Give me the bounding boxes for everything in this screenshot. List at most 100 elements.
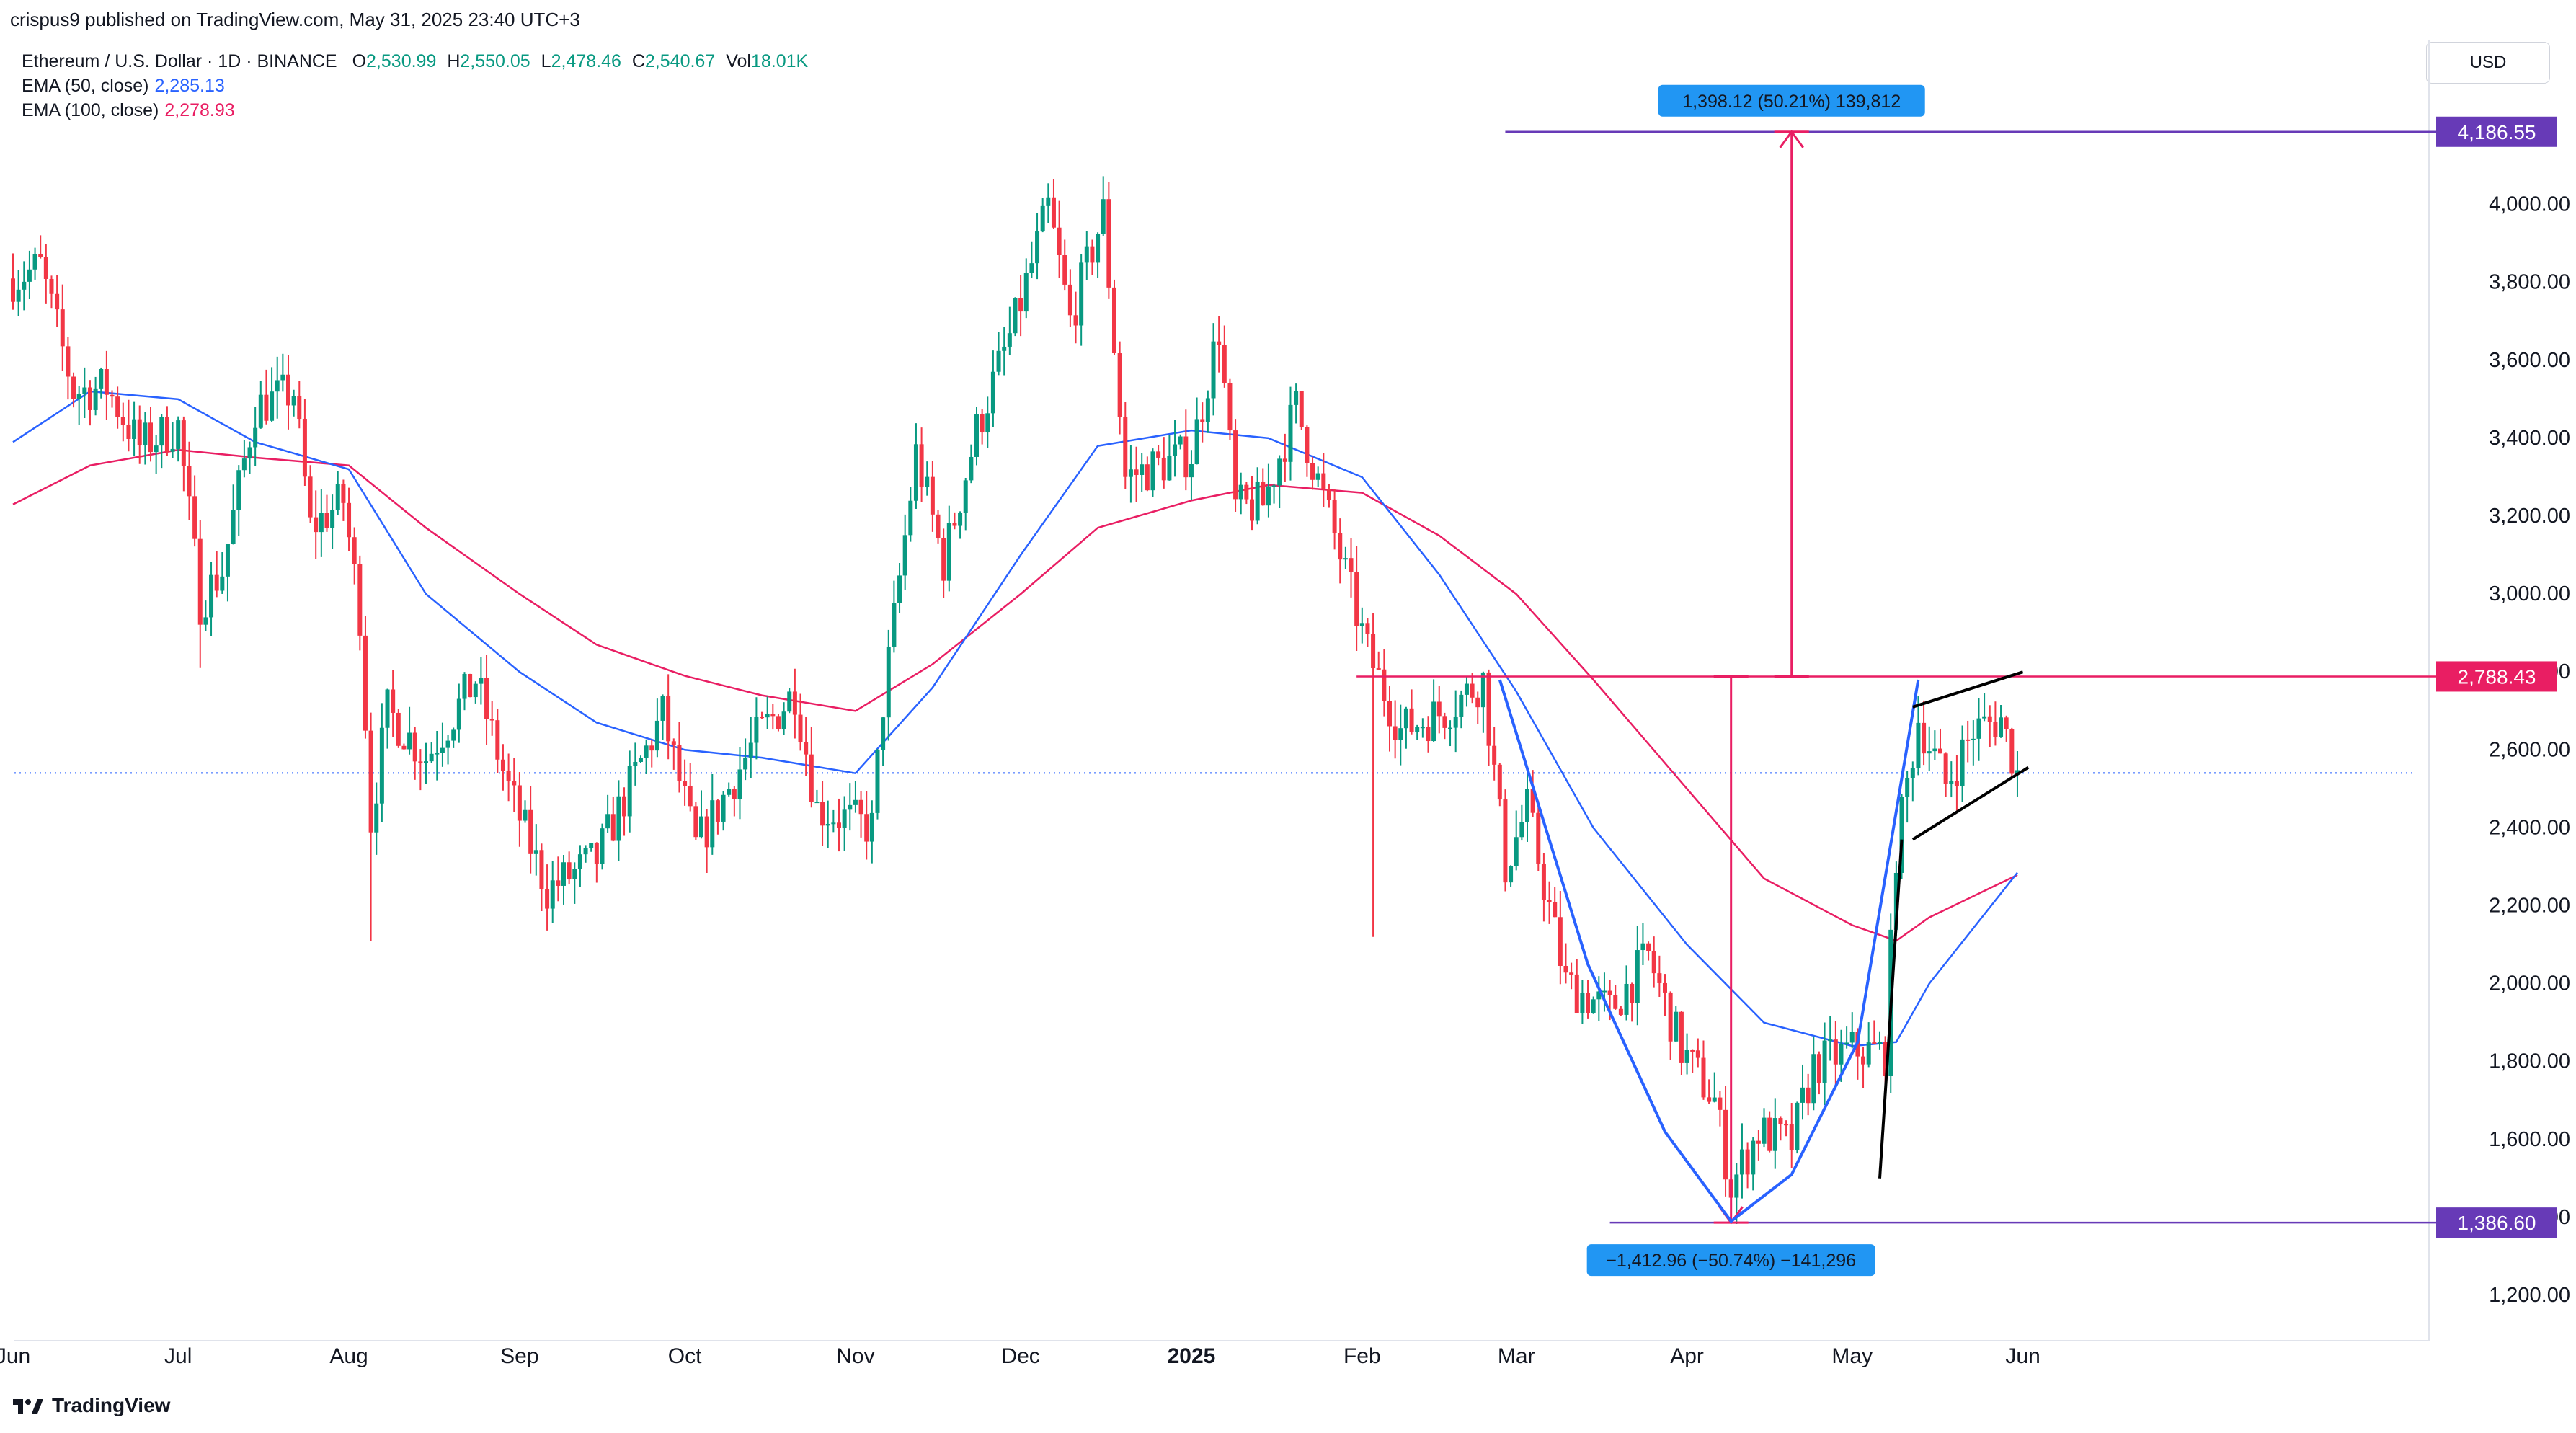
x-tick-label: Mar (1498, 1344, 1535, 1368)
level-tag-text: 1,386.60 (2458, 1212, 2536, 1234)
candle-body (319, 513, 324, 533)
legend-ema100-row[interactable]: EMA (100, close) 2,278.93 (22, 98, 808, 123)
candle-body (418, 761, 423, 763)
candle-body (732, 789, 737, 799)
candle-body (577, 854, 582, 869)
candle-body (1349, 558, 1354, 572)
candle-body (1663, 982, 1667, 993)
candle-body (1806, 1087, 1811, 1104)
candle-body (853, 799, 858, 805)
candle-body (154, 445, 159, 453)
candle-body (1833, 1039, 1838, 1065)
candle-body (424, 761, 428, 763)
candle-body (1023, 273, 1029, 312)
candle-body (495, 720, 500, 760)
candle-body (170, 448, 175, 452)
candle-body (864, 814, 869, 842)
candle-body (990, 371, 995, 414)
candle-body (2015, 770, 2020, 774)
candle-body (704, 816, 709, 848)
candle-body (1448, 727, 1453, 729)
candle-body (1684, 1050, 1689, 1063)
candle-body (985, 413, 990, 433)
candle-body (429, 753, 434, 762)
candle-body (1217, 341, 1222, 345)
candle-body (1431, 701, 1436, 742)
cup-curve (1498, 679, 1920, 1223)
candle-body (203, 617, 208, 625)
candle-body (401, 745, 407, 750)
candle-body (1784, 1124, 1789, 1126)
candle-body (1470, 683, 1475, 698)
candle-body (798, 714, 803, 742)
candle-body (159, 417, 164, 446)
candle-body (980, 414, 985, 433)
candle-body (451, 729, 456, 741)
measure-tag-text: 1,398.12 (50.21%) 139,812 (1682, 92, 1901, 112)
candle-body (1822, 1040, 1827, 1083)
candle-body (1816, 1054, 1821, 1083)
candle-body (875, 750, 880, 813)
y-tick-label: 2,600.00 (2489, 738, 2570, 761)
tradingview-logo[interactable]: TradingView (13, 1394, 170, 1417)
tradingview-wordmark: TradingView (52, 1394, 171, 1416)
candle-body (1971, 738, 1976, 740)
candle-body (1503, 799, 1508, 883)
candle-body (1954, 781, 1959, 786)
candle-body (1844, 1042, 1849, 1044)
candle-body (1161, 457, 1166, 481)
candle-body (512, 781, 517, 786)
candle-body (1013, 298, 1018, 334)
candle-body (1178, 436, 1183, 445)
candle-body (1140, 464, 1145, 475)
candle-body (842, 809, 847, 828)
candle-body (1255, 482, 1260, 521)
candle-body (32, 254, 37, 270)
candle-body (737, 769, 742, 799)
candle-body (500, 759, 505, 771)
flag-upper-line (1912, 670, 2024, 709)
candle-body (286, 374, 290, 406)
candle-body (176, 420, 181, 449)
candle-body (765, 714, 770, 718)
legend-ema50-row[interactable]: EMA (50, close) 2,285.13 (22, 74, 808, 98)
candle-body (715, 800, 720, 822)
candle-body (1486, 672, 1491, 746)
candle-body (913, 444, 918, 501)
candle-body (489, 719, 494, 721)
candle-body (297, 396, 302, 419)
candle-body (148, 422, 153, 453)
level-tag-resistance (2436, 661, 2557, 692)
ema100-value: 2,278.93 (164, 100, 235, 120)
candle-body (930, 476, 935, 515)
volume-value: 18.01K (750, 51, 809, 71)
candle-body (462, 674, 467, 699)
candle-body (1354, 572, 1359, 626)
candle-body (1338, 533, 1343, 560)
candle-body (1800, 1087, 1805, 1103)
candle-body (132, 419, 137, 439)
candle-body (1718, 1097, 1723, 1110)
ema50-label: EMA (50, close) (22, 76, 149, 96)
candle-body (776, 716, 781, 729)
candle-body (82, 387, 87, 394)
candle-body (550, 880, 555, 909)
candle-body (787, 691, 792, 712)
candle-body (385, 689, 390, 728)
symbol-label[interactable]: Ethereum / U.S. Dollar · 1D · BINANCE (22, 51, 337, 71)
candle-body (99, 369, 104, 389)
candle-body (825, 824, 830, 826)
x-tick-label: Dec (1001, 1344, 1039, 1368)
candle-body (1101, 199, 1106, 234)
candle-body (1211, 341, 1216, 399)
candle-body (1866, 1042, 1871, 1065)
currency-selector[interactable]: USD (2426, 42, 2550, 84)
candle-body (1849, 1032, 1855, 1043)
candle-body (897, 575, 902, 603)
candle-body (11, 278, 15, 302)
y-tick-label: 3,800.00 (2489, 271, 2570, 294)
candle-body (1266, 486, 1271, 506)
publisher-credit: crispus9 published on TradingView.com, M… (10, 9, 580, 30)
candle-body (1602, 990, 1607, 993)
